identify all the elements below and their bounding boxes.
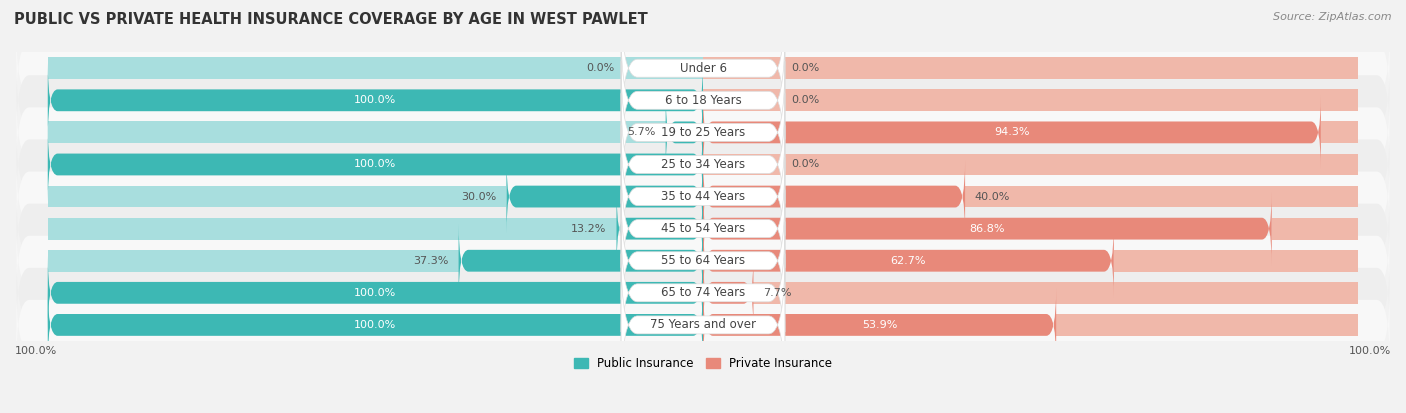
Text: 100.0%: 100.0% <box>354 320 396 330</box>
Text: 7.7%: 7.7% <box>763 288 792 298</box>
Text: 19 to 25 Years: 19 to 25 Years <box>661 126 745 139</box>
FancyBboxPatch shape <box>17 286 1389 364</box>
Text: PUBLIC VS PRIVATE HEALTH INSURANCE COVERAGE BY AGE IN WEST PAWLET: PUBLIC VS PRIVATE HEALTH INSURANCE COVER… <box>14 12 648 27</box>
Text: 100.0%: 100.0% <box>1348 346 1391 356</box>
FancyBboxPatch shape <box>48 288 703 362</box>
Bar <box>965 186 1358 207</box>
FancyBboxPatch shape <box>703 288 1056 362</box>
Text: 86.8%: 86.8% <box>970 224 1005 234</box>
FancyBboxPatch shape <box>506 159 703 234</box>
Text: 40.0%: 40.0% <box>974 192 1011 202</box>
FancyBboxPatch shape <box>17 222 1389 300</box>
Text: 100.0%: 100.0% <box>15 346 58 356</box>
FancyBboxPatch shape <box>17 190 1389 268</box>
Bar <box>1056 314 1358 336</box>
Text: 30.0%: 30.0% <box>461 192 496 202</box>
Bar <box>1320 121 1358 143</box>
Text: 0.0%: 0.0% <box>792 159 820 169</box>
Text: 94.3%: 94.3% <box>994 127 1029 138</box>
Text: 62.7%: 62.7% <box>890 256 927 266</box>
FancyBboxPatch shape <box>17 29 1389 107</box>
FancyBboxPatch shape <box>621 157 785 300</box>
Text: 6 to 18 Years: 6 to 18 Years <box>665 94 741 107</box>
FancyBboxPatch shape <box>17 254 1389 332</box>
FancyBboxPatch shape <box>48 256 703 330</box>
FancyBboxPatch shape <box>17 125 1389 204</box>
Bar <box>1114 250 1358 272</box>
FancyBboxPatch shape <box>17 93 1389 171</box>
FancyBboxPatch shape <box>703 192 1272 266</box>
Bar <box>703 89 1358 111</box>
Text: 55 to 64 Years: 55 to 64 Years <box>661 254 745 267</box>
FancyBboxPatch shape <box>621 125 785 268</box>
FancyBboxPatch shape <box>616 192 703 266</box>
Bar <box>48 218 616 240</box>
Bar <box>48 57 703 79</box>
FancyBboxPatch shape <box>621 93 785 236</box>
Text: 75 Years and over: 75 Years and over <box>650 318 756 331</box>
Text: 0.0%: 0.0% <box>792 63 820 73</box>
Legend: Public Insurance, Private Insurance: Public Insurance, Private Insurance <box>574 357 832 370</box>
FancyBboxPatch shape <box>17 157 1389 236</box>
Text: 100.0%: 100.0% <box>354 288 396 298</box>
Bar <box>48 121 665 143</box>
FancyBboxPatch shape <box>703 256 754 330</box>
Bar <box>48 186 506 207</box>
Text: 65 to 74 Years: 65 to 74 Years <box>661 286 745 299</box>
Text: Under 6: Under 6 <box>679 62 727 75</box>
Text: Source: ZipAtlas.com: Source: ZipAtlas.com <box>1274 12 1392 22</box>
Bar <box>48 250 458 272</box>
Bar <box>703 57 1358 79</box>
Text: 5.7%: 5.7% <box>627 127 655 138</box>
FancyBboxPatch shape <box>703 159 965 234</box>
FancyBboxPatch shape <box>703 95 1320 170</box>
FancyBboxPatch shape <box>621 29 785 171</box>
FancyBboxPatch shape <box>17 61 1389 140</box>
FancyBboxPatch shape <box>665 95 703 170</box>
FancyBboxPatch shape <box>48 63 703 138</box>
Text: 45 to 54 Years: 45 to 54 Years <box>661 222 745 235</box>
Text: 53.9%: 53.9% <box>862 320 897 330</box>
FancyBboxPatch shape <box>458 223 703 298</box>
Bar <box>703 154 1358 176</box>
FancyBboxPatch shape <box>621 0 785 140</box>
FancyBboxPatch shape <box>621 222 785 364</box>
Text: 100.0%: 100.0% <box>354 95 396 105</box>
FancyBboxPatch shape <box>48 127 703 202</box>
FancyBboxPatch shape <box>703 223 1114 298</box>
Bar <box>1272 218 1358 240</box>
Text: 13.2%: 13.2% <box>571 224 606 234</box>
FancyBboxPatch shape <box>621 61 785 204</box>
Text: 0.0%: 0.0% <box>792 95 820 105</box>
Text: 0.0%: 0.0% <box>586 63 614 73</box>
Text: 100.0%: 100.0% <box>354 159 396 169</box>
FancyBboxPatch shape <box>621 254 785 396</box>
Text: 25 to 34 Years: 25 to 34 Years <box>661 158 745 171</box>
Bar <box>754 282 1358 304</box>
Text: 35 to 44 Years: 35 to 44 Years <box>661 190 745 203</box>
Text: 37.3%: 37.3% <box>413 256 449 266</box>
FancyBboxPatch shape <box>621 190 785 332</box>
